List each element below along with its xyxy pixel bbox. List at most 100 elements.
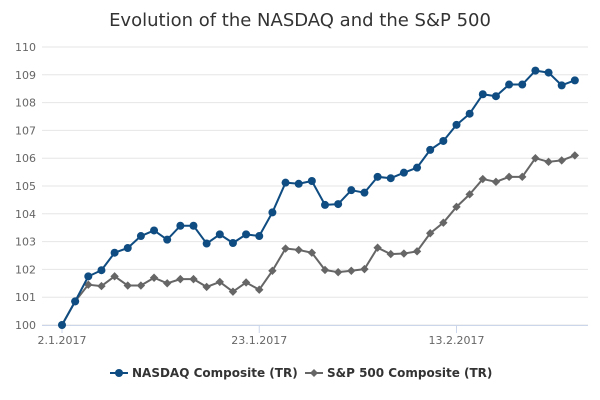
x-tick-label: 23.1.2017 xyxy=(231,334,287,347)
data-point[interactable] xyxy=(255,285,264,294)
data-point[interactable] xyxy=(360,188,369,197)
data-point[interactable] xyxy=(452,202,461,212)
data-point[interactable] xyxy=(123,243,132,252)
data-point[interactable] xyxy=(202,282,211,292)
data-point[interactable] xyxy=(163,235,172,244)
data-point[interactable] xyxy=(399,249,409,258)
y-axis-labels: 100 101 102 103 104 105 106 107 108 109 110 xyxy=(15,41,36,332)
data-point[interactable] xyxy=(531,66,540,75)
data-point[interactable] xyxy=(373,243,382,252)
legend-item-sp500[interactable]: S&P 500 Composite (TR) xyxy=(305,366,492,380)
data-point[interactable] xyxy=(491,177,501,187)
data-point[interactable] xyxy=(110,272,119,281)
data-point[interactable] xyxy=(136,232,145,241)
data-point[interactable] xyxy=(360,264,369,274)
data-point[interactable] xyxy=(518,172,527,182)
data-point[interactable] xyxy=(149,273,159,282)
y-tick-label: 109 xyxy=(15,69,36,82)
data-point[interactable] xyxy=(347,186,356,195)
data-point[interactable] xyxy=(413,163,422,172)
data-point[interactable] xyxy=(58,321,66,329)
series-layer xyxy=(57,66,580,330)
data-point[interactable] xyxy=(241,278,251,287)
data-point[interactable] xyxy=(504,172,514,182)
data-point[interactable] xyxy=(307,176,316,185)
data-point[interactable] xyxy=(71,297,80,306)
data-point[interactable] xyxy=(176,221,185,230)
data-point[interactable] xyxy=(557,81,566,90)
data-point[interactable] xyxy=(531,154,540,163)
data-point[interactable] xyxy=(373,172,382,181)
data-point[interactable] xyxy=(518,80,527,89)
data-point[interactable] xyxy=(557,156,566,165)
data-point[interactable] xyxy=(426,145,435,154)
y-tick-label: 107 xyxy=(15,124,36,137)
data-point[interactable] xyxy=(570,76,579,85)
data-point[interactable] xyxy=(163,279,172,288)
data-point[interactable] xyxy=(84,272,93,281)
data-point[interactable] xyxy=(136,281,146,290)
data-point[interactable] xyxy=(386,174,395,183)
y-tick-label: 106 xyxy=(15,152,36,165)
data-point[interactable] xyxy=(321,200,329,209)
data-point[interactable] xyxy=(452,120,461,129)
data-point[interactable] xyxy=(307,248,317,257)
data-point[interactable] xyxy=(491,92,500,101)
y-tick-label: 100 xyxy=(15,319,36,332)
data-point[interactable] xyxy=(294,245,303,255)
data-point[interactable] xyxy=(281,244,290,253)
legend-nasdaq-label: NASDAQ Composite (TR) xyxy=(132,366,298,380)
data-point[interactable] xyxy=(399,168,408,177)
data-point[interactable] xyxy=(228,238,237,247)
data-point[interactable] xyxy=(268,266,277,275)
data-point[interactable] xyxy=(570,151,580,160)
data-point[interactable] xyxy=(505,80,514,89)
data-point[interactable] xyxy=(426,229,435,238)
data-point[interactable] xyxy=(176,274,185,284)
data-point[interactable] xyxy=(465,109,474,118)
data-point[interactable] xyxy=(478,90,487,99)
legend-nasdaq-marker-icon xyxy=(115,369,123,377)
data-point[interactable] xyxy=(189,221,198,230)
y-tick-label: 103 xyxy=(15,236,36,249)
data-point[interactable] xyxy=(347,266,356,275)
data-point[interactable] xyxy=(97,281,106,291)
data-point[interactable] xyxy=(215,230,224,239)
data-point[interactable] xyxy=(228,287,238,296)
data-point[interactable] xyxy=(544,68,553,77)
data-point[interactable] xyxy=(439,136,448,145)
data-point[interactable] xyxy=(97,266,106,275)
legend[interactable]: NASDAQ Composite (TR) S&P 500 Composite … xyxy=(110,366,492,380)
data-point[interactable] xyxy=(465,190,474,199)
y-tick-label: 102 xyxy=(15,263,36,276)
x-tick-label: 2.1.2017 xyxy=(38,334,87,347)
series-0 xyxy=(58,66,579,329)
data-point[interactable] xyxy=(281,178,290,187)
data-point[interactable] xyxy=(110,248,119,257)
data-point[interactable] xyxy=(255,232,264,241)
data-point[interactable] xyxy=(242,230,251,239)
series-1 xyxy=(57,151,580,330)
data-point[interactable] xyxy=(268,208,277,217)
data-point[interactable] xyxy=(84,280,93,289)
data-point[interactable] xyxy=(544,157,553,167)
data-point[interactable] xyxy=(215,277,224,287)
data-point[interactable] xyxy=(333,267,343,277)
legend-sp500-marker-icon xyxy=(310,369,318,377)
data-point[interactable] xyxy=(320,265,330,275)
legend-item-nasdaq[interactable]: NASDAQ Composite (TR) xyxy=(110,366,298,380)
data-point[interactable] xyxy=(189,274,198,284)
data-point[interactable] xyxy=(202,239,211,248)
legend-sp500-label: S&P 500 Composite (TR) xyxy=(327,366,492,380)
data-point[interactable] xyxy=(412,247,422,256)
y-tick-label: 110 xyxy=(15,41,36,54)
data-point[interactable] xyxy=(150,226,159,235)
data-point[interactable] xyxy=(439,218,448,227)
data-point[interactable] xyxy=(294,179,303,188)
data-point[interactable] xyxy=(386,249,395,259)
data-point[interactable] xyxy=(123,281,132,290)
data-point[interactable] xyxy=(478,174,487,184)
data-point[interactable] xyxy=(334,200,343,209)
chart-title: Evolution of the NASDAQ and the S&P 500 xyxy=(109,10,491,31)
